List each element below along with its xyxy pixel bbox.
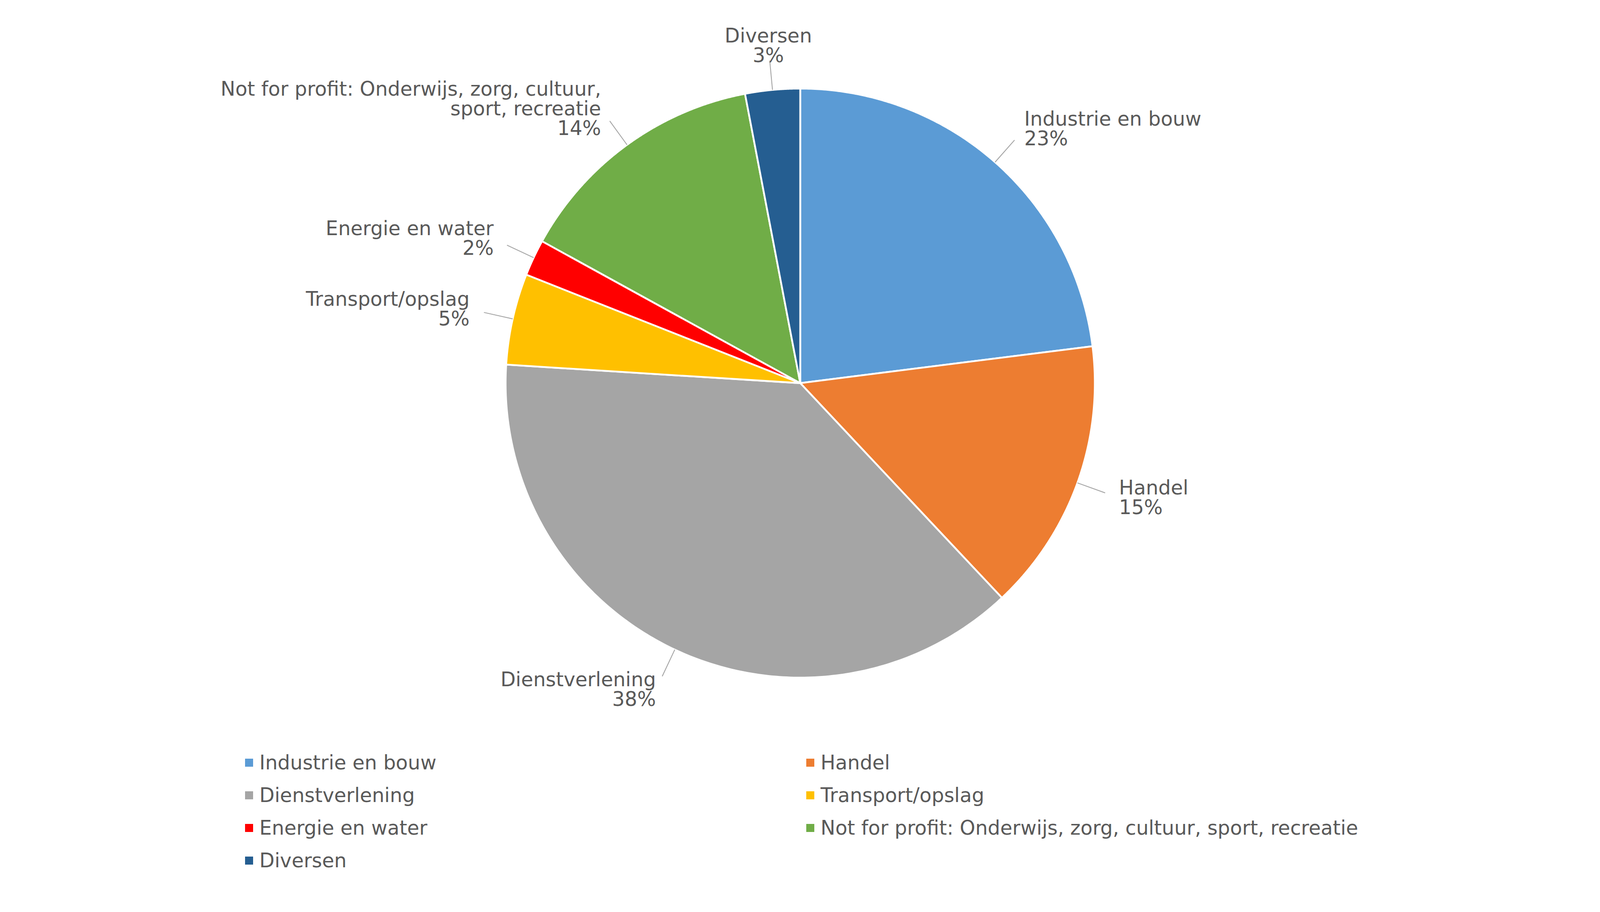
svg-text:Handel15%: Handel15% [1118, 476, 1189, 519]
html-text:Dienstverlening: Dienstverlening [259, 783, 415, 807]
html-text:Handel: Handel [820, 751, 890, 775]
svg-text:Transport/opslag5%: Transport/opslag5% [305, 287, 470, 331]
html-text:Industrie en bouw: Industrie en bouw [259, 751, 437, 775]
html-text:Transport/opslag: Transport/opslag [820, 783, 985, 807]
svg-text:Not for profit: Onderwijs, zor: Not for profit: Onderwijs, zorg, cultuur… [220, 77, 602, 140]
svg-text:Diversen3%: Diversen3% [724, 24, 813, 67]
html-text:Diversen: Diversen [259, 849, 347, 872]
svg-text:Industrie en bouw23%: Industrie en bouw23% [1024, 107, 1202, 150]
html-text:Energie en water: Energie en water [259, 816, 428, 840]
svg-text:Energie en water2%: Energie en water2% [325, 216, 495, 260]
svg-text:Dienstverlening38%: Dienstverlening38% [500, 668, 657, 711]
html-text:Not for profit: Onderwijs, zor: Not for profit: Onderwijs, zorg, cultuur… [820, 816, 1359, 840]
